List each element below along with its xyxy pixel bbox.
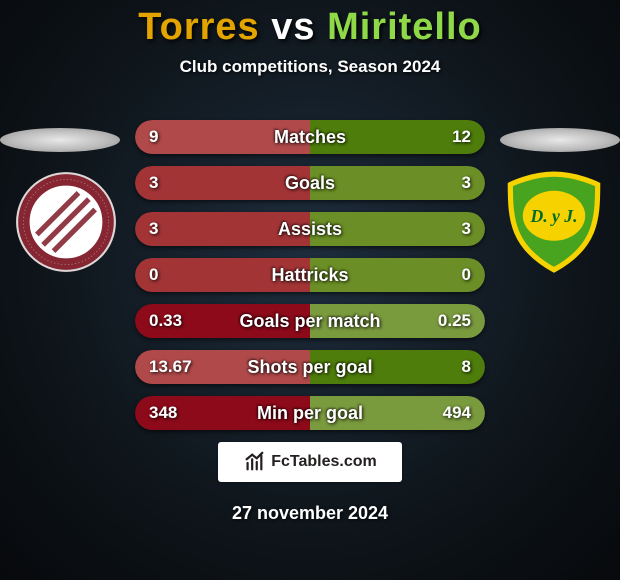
vs-separator: vs xyxy=(271,6,315,48)
subtitle: Club competitions, Season 2024 xyxy=(180,57,441,77)
chart-icon xyxy=(243,451,265,473)
page-title: Torres vs Miritello xyxy=(138,6,482,49)
date-label: 27 november 2024 xyxy=(0,503,620,524)
stat-value-left: 13.67 xyxy=(149,350,192,384)
stat-bar-right xyxy=(310,258,485,292)
stat-row: Shots per goal13.678 xyxy=(135,350,485,384)
stat-value-left: 0.33 xyxy=(149,304,182,338)
stat-bar-left xyxy=(135,212,310,246)
stat-bar-right xyxy=(310,350,485,384)
stats-table: Matches912Goals33Assists33Hattricks00Goa… xyxy=(135,120,485,430)
stat-bar-right xyxy=(310,212,485,246)
stat-bar-right xyxy=(310,166,485,200)
stat-value-right: 0.25 xyxy=(438,304,471,338)
stat-row: Hattricks00 xyxy=(135,258,485,292)
stat-value-left: 9 xyxy=(149,120,158,154)
stat-row: Min per goal348494 xyxy=(135,396,485,430)
stat-value-right: 0 xyxy=(462,258,471,292)
player-1-name: Torres xyxy=(138,6,259,48)
stat-bar-left xyxy=(135,166,310,200)
watermark-text: FcTables.com xyxy=(271,453,377,471)
stat-value-left: 3 xyxy=(149,212,158,246)
stat-row: Goals per match0.330.25 xyxy=(135,304,485,338)
plinth-right xyxy=(500,128,620,152)
stat-value-right: 494 xyxy=(443,396,471,430)
stat-value-left: 0 xyxy=(149,258,158,292)
stat-value-right: 3 xyxy=(462,212,471,246)
stat-row: Goals33 xyxy=(135,166,485,200)
svg-text:D. y J.: D. y J. xyxy=(529,206,577,226)
club-badge-left xyxy=(14,170,118,274)
defensa-badge-icon: D. y J. xyxy=(502,170,606,274)
club-badge-right: D. y J. xyxy=(502,170,606,274)
stat-value-left: 348 xyxy=(149,396,177,430)
lanus-badge-icon xyxy=(14,170,118,274)
content-container: Torres vs Miritello Club competitions, S… xyxy=(0,0,620,580)
stat-row: Assists33 xyxy=(135,212,485,246)
watermark-badge: FcTables.com xyxy=(218,442,402,482)
plinth-left xyxy=(0,128,120,152)
stat-bar-left xyxy=(135,120,310,154)
stat-row: Matches912 xyxy=(135,120,485,154)
player-2-name: Miritello xyxy=(327,6,482,48)
stat-value-right: 8 xyxy=(462,350,471,384)
stat-value-right: 3 xyxy=(462,166,471,200)
stat-bar-left xyxy=(135,258,310,292)
stat-value-left: 3 xyxy=(149,166,158,200)
stat-value-right: 12 xyxy=(452,120,471,154)
